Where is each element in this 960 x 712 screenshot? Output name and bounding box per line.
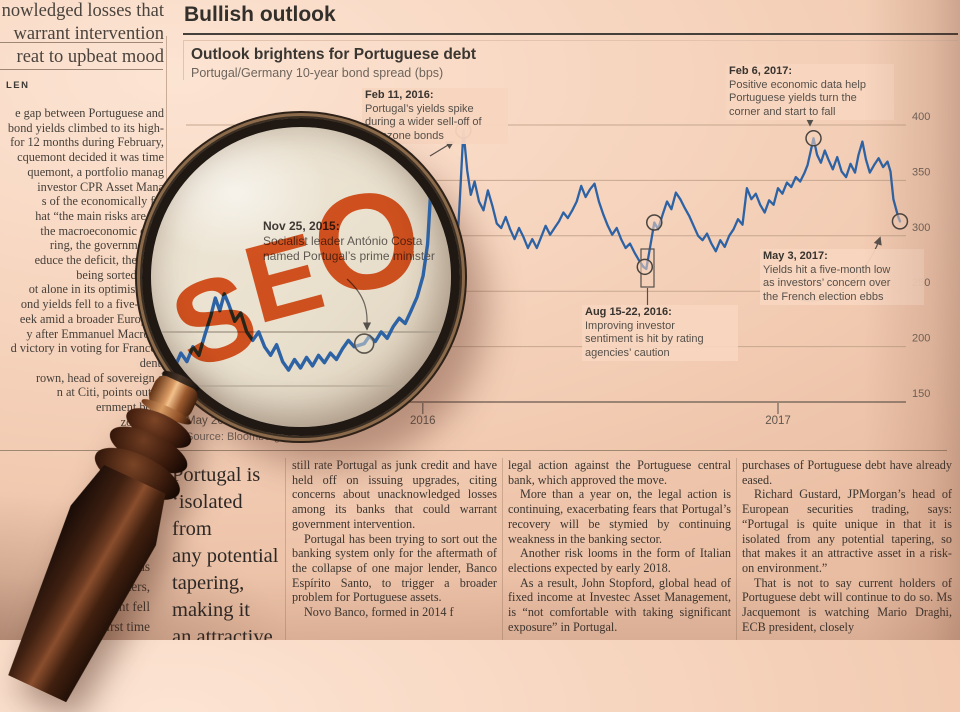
x-axis-label-2016: 2016 [410, 415, 436, 427]
pull-quote: Portugal is ‘isolated from any potential… [172, 464, 279, 640]
svg-text:200: 200 [912, 333, 930, 345]
chart-title: Outlook brightens for Portuguese debt [191, 46, 477, 63]
svg-text:150: 150 [912, 388, 930, 400]
section-divider-rule [0, 450, 947, 451]
paragraph: Novo Banco, formed in 2014 f [304, 605, 454, 620]
event-marker-circle [805, 130, 822, 147]
section-rule [183, 33, 958, 35]
article-column-2: still rate Portugal as junk credit and h… [292, 458, 497, 640]
svg-text:300: 300 [912, 222, 930, 234]
subhead-rule [0, 69, 163, 70]
paragraph: still rate Portugal as junk credit and h… [292, 458, 497, 531]
column-rule [502, 458, 503, 640]
svg-text:350: 350 [912, 166, 930, 178]
event-marker-circle [646, 214, 663, 231]
paragraph: legal action against the Portuguese cent… [508, 458, 731, 487]
column-rule [736, 458, 737, 640]
article-column-3: legal action against the Portuguese cent… [508, 458, 731, 640]
x-axis-ticks [422, 403, 779, 414]
annotation-aug-15-22-2016: Aug 15-22, 2016: Improving investor sent… [582, 305, 738, 362]
byline: LEN [6, 80, 30, 91]
paragraph: purchases of Portuguese debt have alread… [742, 458, 952, 487]
aug-bracket [640, 248, 655, 288]
headline-rule [0, 42, 163, 43]
paragraph: Another risk looms in the form of Italia… [508, 546, 731, 575]
newspaper-photo: { "left_column": { "headline_lines": ["n… [0, 0, 960, 640]
svg-text:400: 400 [912, 111, 930, 123]
chart-card-border [183, 40, 958, 41]
column-rule [285, 458, 286, 640]
annotation-may-3-2017: May 3, 2017: Yields hit a five-month low… [760, 249, 924, 306]
paragraph: As a result, John Stopford, global head … [508, 575, 731, 634]
paragraph: Portugal has been trying to sort out the… [292, 531, 497, 605]
paragraph: Richard Gustard, JPMorgan’s head of Euro… [742, 487, 952, 575]
chart-source: Source: Bloomberg [186, 431, 281, 443]
event-marker-circle [891, 213, 909, 230]
paragraph: More than a year on, the legal action is… [508, 487, 731, 546]
x-axis-label-may-2015: May 2015 [186, 415, 237, 427]
article-column-4: purchases of Portuguese debt have alread… [742, 458, 952, 640]
chart-card-border-left [183, 40, 184, 80]
paragraph: That is not to say current holders of Po… [742, 575, 952, 634]
event-marker-circle [636, 258, 654, 276]
handle-wood-grip [0, 459, 177, 708]
chart-subtitle: Portugal/Germany 10-year bond spread (bp… [191, 66, 444, 80]
left-headline: nowledged losses that warrant interventi… [1, 1, 164, 67]
section-title: Bullish outlook [184, 3, 336, 26]
annotation-feb-6-2017: Feb 6, 2017: Positive economic data help… [726, 64, 894, 121]
x-axis-label-2017: 2017 [765, 415, 791, 427]
